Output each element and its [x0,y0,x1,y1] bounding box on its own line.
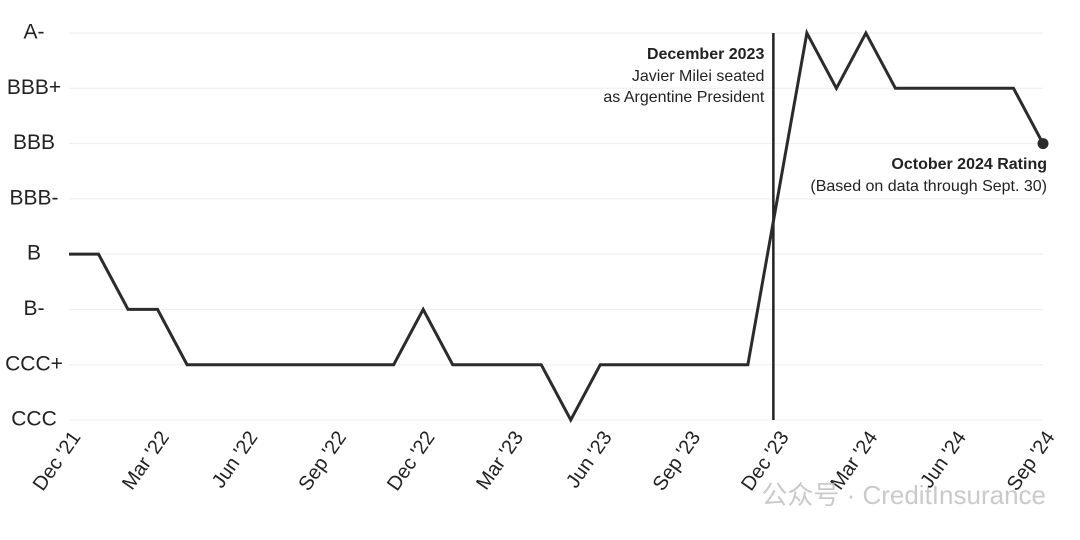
x-tick-label: Jun '22 [208,427,263,492]
annotation-text: (Based on data through Sept. 30) [810,178,1047,195]
y-tick-label: A- [24,21,45,44]
annotation-text: as Argentine President [603,89,765,106]
annotation-title: December 2023 [647,46,765,63]
annotation-text: Javier Milei seated [632,68,765,85]
x-tick-label: Mar '23 [472,427,528,494]
x-tick-label: Sep '22 [294,427,351,495]
x-tick-label: Dec '22 [383,427,440,495]
watermark: 公众号 · CreditInsurance [761,480,1046,510]
y-tick-label: BBB [13,131,55,154]
y-tick-label: B [27,242,41,265]
x-tick-label: Dec '21 [29,427,86,495]
y-tick-label: BBB+ [7,76,61,99]
y-tick-label: CCC+ [5,352,63,375]
line [69,28,1045,424]
y-tick-label: B- [24,297,45,320]
x-tick-label: Sep '23 [649,427,706,495]
x-tick-label: Jun '23 [562,427,617,492]
end-dot [1037,138,1049,150]
annotation-title: October 2024 Rating [891,156,1047,173]
x-tick-label: Mar '22 [118,427,174,494]
y-tick-label: BBB- [9,186,58,209]
y-tick-label: CCC [11,408,57,431]
